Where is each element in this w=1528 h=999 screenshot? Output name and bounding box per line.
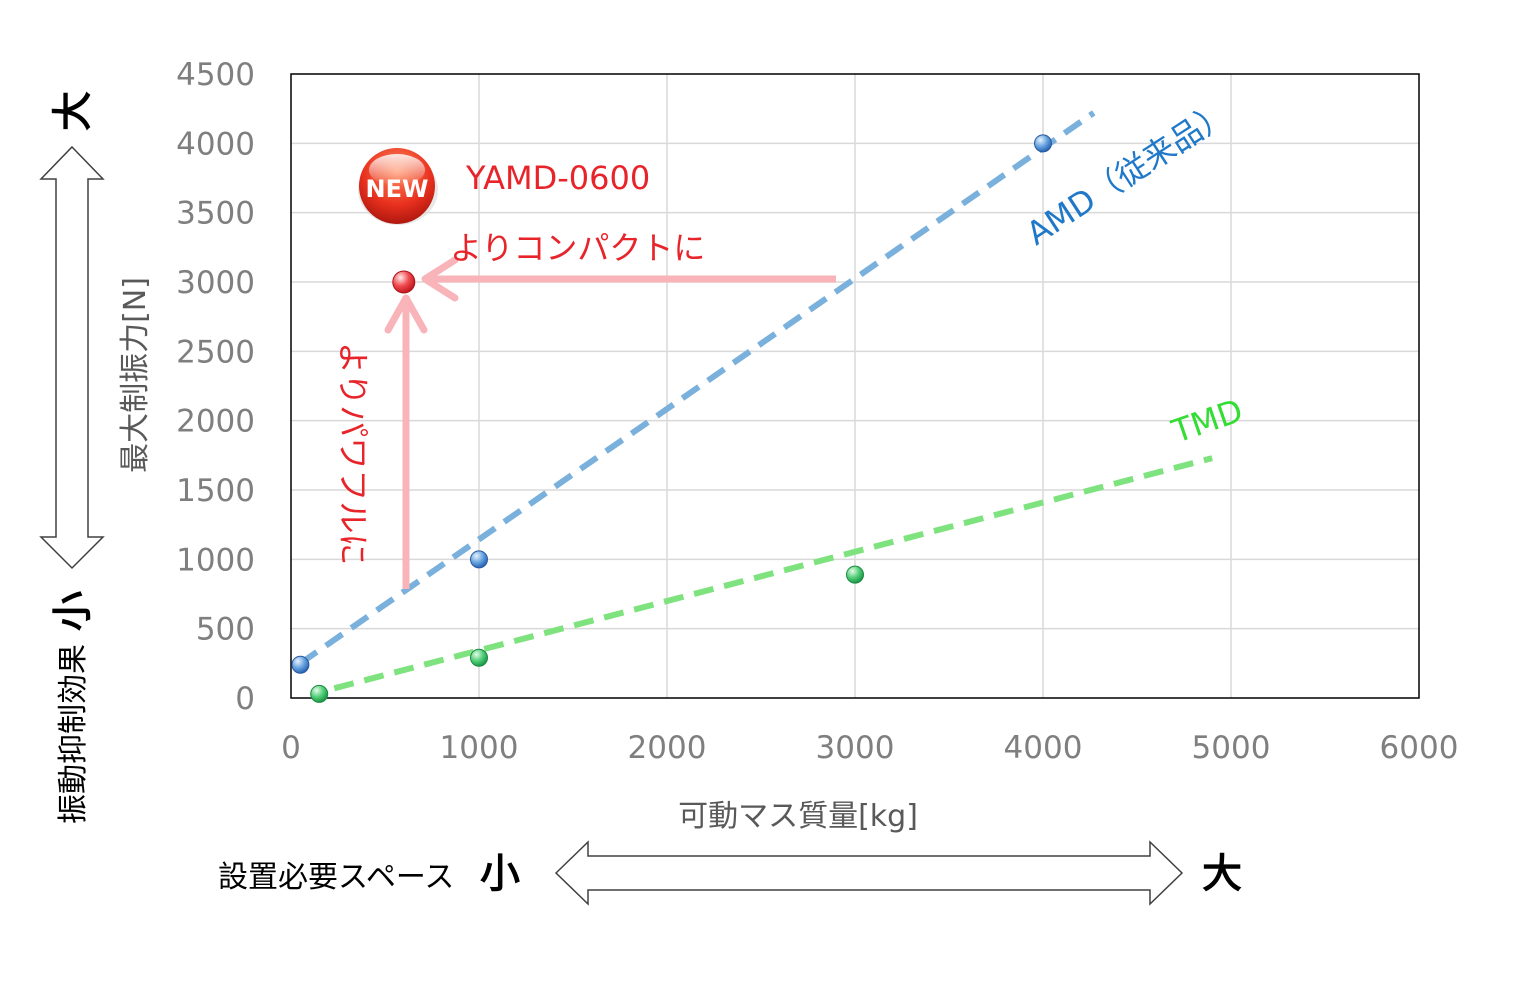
- x-tick-label: 3000: [816, 730, 895, 766]
- trendlines: [298, 110, 1213, 692]
- y-tick-label: 3000: [176, 265, 255, 301]
- amd-point: [291, 655, 310, 674]
- y-tick-label: 2500: [176, 334, 255, 370]
- tmd-point: [310, 684, 329, 703]
- yamd-point: [392, 270, 416, 294]
- amd-label: AMD（従来品）: [1020, 93, 1237, 252]
- compact-arrow: [421, 256, 836, 302]
- x-tick-label: 6000: [1380, 730, 1459, 766]
- y-tick-label: 0: [235, 681, 255, 717]
- tmd-point: [470, 648, 488, 667]
- tmd-point: [846, 565, 864, 584]
- new-badge-text: NEW: [366, 175, 429, 203]
- y-tick-label: 4000: [176, 126, 255, 162]
- vertical-small-label: 小: [50, 591, 96, 631]
- horizontal-caption: 設置必要スペース: [218, 860, 454, 895]
- y-tick-label: 4500: [176, 57, 255, 93]
- x-tick-labels: 0 1000 2000 3000 4000 5000 6000: [281, 730, 1458, 766]
- plot-frame: [290, 73, 1420, 699]
- x-tick-label: 5000: [1192, 730, 1271, 766]
- powerful-text: よりパワフルに: [334, 342, 372, 565]
- x-tick-label: 2000: [628, 730, 707, 766]
- x-tick-label: 1000: [440, 730, 519, 766]
- x-tick-label: 0: [281, 730, 301, 766]
- new-badge: NEW: [358, 148, 438, 225]
- horizontal-large-label: 大: [1202, 851, 1242, 897]
- y-tick-label: 1500: [176, 473, 255, 509]
- trendline-tmd: [333, 455, 1213, 692]
- x-tick-label: 4000: [1004, 730, 1083, 766]
- y-tick-label: 2000: [176, 404, 255, 440]
- product-name: YAMD-0600: [465, 159, 650, 197]
- vertical-caption: 振動抑制効果: [56, 644, 91, 824]
- vertical-large-label: 大: [50, 91, 96, 131]
- x-axis-label: 可動マス質量[kg]: [678, 799, 918, 834]
- y-tick-label: 1000: [176, 542, 255, 578]
- tmd-label: TMD: [1166, 391, 1247, 451]
- compact-text: よりコンパクトに: [450, 229, 705, 267]
- powerful-arrow: [384, 294, 428, 589]
- data-points: [291, 134, 1052, 703]
- grid: [291, 74, 1419, 698]
- horizontal-small-label: 小: [480, 851, 520, 897]
- y-tick-labels: 0 500 1000 1500 2000 2500 3000 3500 4000 4500: [176, 57, 255, 717]
- y-tick-label: 3500: [176, 196, 255, 232]
- vertical-double-arrow: [39, 145, 105, 570]
- y-axis-label: 最大制振力[N]: [118, 277, 153, 473]
- horizontal-double-arrow: [554, 840, 1184, 906]
- amd-point: [1034, 134, 1052, 153]
- amd-point: [470, 550, 488, 569]
- y-tick-label: 500: [196, 612, 255, 648]
- trendline-amd: [298, 110, 1096, 666]
